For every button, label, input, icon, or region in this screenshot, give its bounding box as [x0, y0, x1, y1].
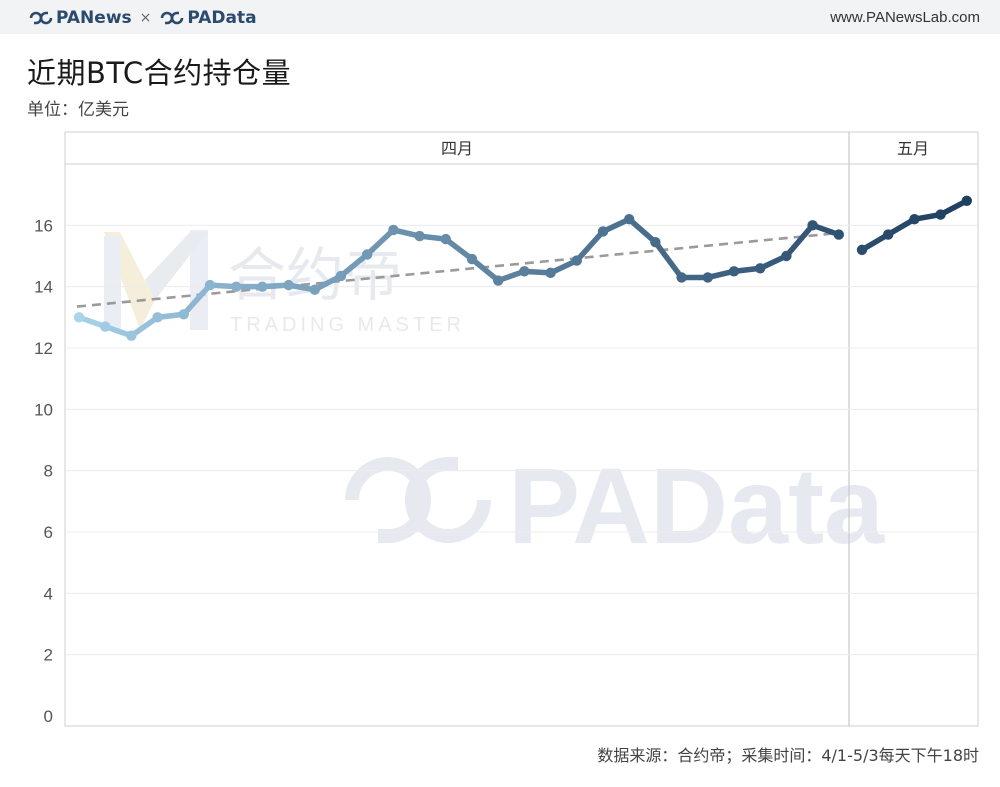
brand-padata: PAData [187, 8, 257, 28]
padata-watermark-logo-icon [345, 457, 491, 543]
data-point [309, 284, 320, 295]
data-point [728, 266, 740, 277]
heyuedi-logo-icon [104, 230, 208, 330]
data-point [440, 233, 451, 245]
watermark-heyuedi-sub: TRADING MASTER [230, 314, 465, 336]
data-point [335, 270, 347, 282]
data-point [961, 195, 972, 206]
chart-title: 近期BTC合约持仓量 [27, 56, 292, 90]
series-segment [338, 251, 370, 279]
data-point [755, 263, 766, 274]
data-point [493, 275, 504, 286]
series-points [73, 195, 972, 341]
data-point [126, 330, 137, 341]
series-segment [652, 239, 685, 281]
data-point [152, 312, 163, 323]
data-point [571, 255, 582, 266]
y-axis-ticks: 0 2 4 6 8 10 12 14 16 [34, 216, 53, 726]
data-point [204, 279, 216, 291]
plot-frame [64, 131, 979, 727]
y-tick-label: 0 [44, 707, 53, 726]
panel-label-april: 四月 [441, 139, 473, 158]
data-point [650, 237, 661, 248]
series-segment [783, 222, 816, 259]
series-segment [574, 228, 606, 264]
watermark-padata: PAData [345, 445, 885, 566]
data-point [702, 272, 713, 283]
panews-logo-icon [29, 11, 53, 25]
data-point [807, 220, 818, 231]
data-point [283, 279, 294, 291]
y-tick-label: 2 [44, 646, 53, 665]
data-point [597, 226, 609, 237]
data-point [624, 214, 635, 225]
top-bar: PANews × PAData www.PANewsLab.com [0, 0, 1000, 34]
brand-logos[interactable]: PANews × PAData [28, 7, 257, 29]
brand-times-sign: × [139, 10, 152, 26]
y-tick-label: 12 [34, 339, 53, 358]
y-tick-label: 8 [44, 462, 53, 481]
chart-subtitle: 单位：亿美元 [27, 100, 129, 120]
y-tick-label: 6 [44, 523, 53, 542]
data-point [414, 230, 425, 242]
data-point [100, 321, 111, 332]
data-point [231, 281, 242, 292]
data-point [466, 253, 478, 265]
data-source-note: 数据来源：合约帝；采集时间：4/1-5/3每天下午18时 [597, 746, 979, 765]
series-segment [469, 256, 501, 284]
panel-label-may: 五月 [897, 139, 929, 158]
gridlines [65, 224, 978, 656]
brand-panews: PANews [56, 8, 132, 28]
series-segment [626, 216, 659, 245]
data-point [257, 281, 268, 292]
series-segment [443, 236, 475, 262]
y-tick-label: 10 [34, 400, 53, 419]
watermark-heyuedi-text: 合约帝 [228, 241, 402, 309]
data-point [883, 229, 894, 240]
series-segment [364, 227, 397, 258]
y-tick-label: 4 [44, 584, 53, 603]
data-point [856, 244, 868, 256]
data-point [935, 209, 946, 220]
data-point [781, 250, 792, 262]
y-tick-label: 14 [34, 278, 53, 297]
site-url-link[interactable]: www.PANewsLab.com [830, 9, 980, 26]
data-point [909, 214, 920, 225]
data-point [362, 249, 373, 260]
data-point [676, 272, 687, 283]
data-point [388, 224, 399, 236]
data-point [178, 309, 189, 320]
data-point [545, 267, 556, 279]
padata-logo-icon [161, 11, 184, 25]
data-point [73, 312, 85, 323]
data-point [833, 229, 844, 240]
series-segment [128, 314, 161, 339]
watermark-padata-text: PAData [508, 445, 885, 566]
data-point [519, 266, 530, 277]
series-segment [181, 282, 213, 318]
y-tick-label: 16 [34, 216, 53, 235]
